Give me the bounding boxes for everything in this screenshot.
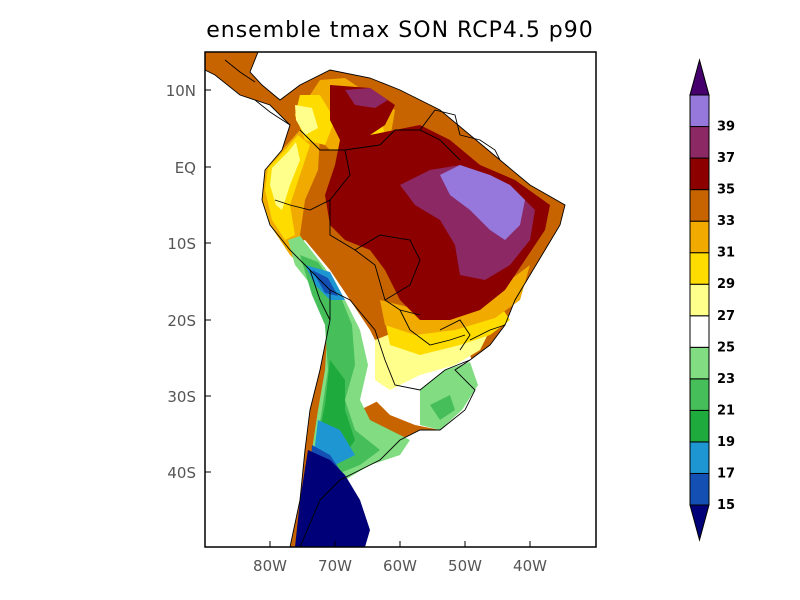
colorbar-tick-label: 31 bbox=[717, 246, 735, 261]
colorbar-band bbox=[689, 441, 710, 474]
lat-label-30s: 30S bbox=[167, 388, 196, 406]
colorbar-tick-label: 37 bbox=[717, 151, 735, 166]
colorbar-band bbox=[689, 189, 710, 222]
colorbar-tick-label: 29 bbox=[717, 277, 735, 292]
colorbar-band bbox=[689, 315, 710, 348]
lon-label-50w: 50W bbox=[448, 557, 482, 575]
pale-yellow-west-band bbox=[270, 142, 300, 210]
plata-green bbox=[430, 395, 455, 420]
northeast-lavender bbox=[440, 165, 525, 240]
colorbar-band bbox=[689, 220, 710, 254]
lon-label-60w: 60W bbox=[383, 557, 417, 575]
colorbar-band bbox=[689, 378, 710, 411]
colorbar-tick-label: 39 bbox=[717, 120, 735, 135]
lon-label-40w: 40W bbox=[513, 557, 547, 575]
colorbar-tick-label: 25 bbox=[717, 340, 735, 355]
longitude-axis: 80W 70W 60W 50W 40W bbox=[253, 541, 547, 575]
colorbar-tick-label: 21 bbox=[717, 403, 735, 418]
colorbar-tick-label: 35 bbox=[717, 183, 735, 198]
colorbar: 15 17 19 21 23 25 27 29 31 33 35 37 39 bbox=[689, 58, 735, 542]
lon-label-70w: 70W bbox=[318, 557, 352, 575]
colorbar-band bbox=[689, 157, 710, 191]
patagonia-navy bbox=[295, 450, 370, 547]
colorbar-tick-label: 33 bbox=[717, 214, 735, 229]
colorbar-band bbox=[689, 346, 710, 380]
colorbar-band bbox=[689, 409, 710, 443]
country-borders bbox=[205, 52, 566, 547]
colorbar-tick-label: 17 bbox=[717, 466, 735, 481]
lat-label-10n: 10N bbox=[166, 82, 196, 100]
lat-label-eq: EQ bbox=[175, 159, 196, 177]
colorbar-band bbox=[689, 94, 710, 128]
lat-label-40s: 40S bbox=[167, 464, 196, 482]
colorbar-tick-label: 27 bbox=[717, 309, 735, 324]
north-pale-yellow bbox=[295, 105, 318, 135]
lat-label-20s: 20S bbox=[167, 312, 196, 330]
colorbar-tick-label: 23 bbox=[717, 372, 735, 387]
colorbar-band bbox=[689, 58, 710, 96]
lon-label-80w: 80W bbox=[253, 557, 287, 575]
colorbar-band bbox=[689, 126, 710, 159]
latitude-axis: 10N EQ 10S 20S 30S 40S bbox=[166, 82, 211, 482]
andes-cyan bbox=[305, 265, 355, 480]
colorbar-band bbox=[689, 504, 710, 542]
lat-label-10s: 10S bbox=[167, 235, 196, 253]
colorbar-tick-label: 19 bbox=[717, 435, 735, 450]
colorbar-band bbox=[689, 472, 710, 506]
map-title: ensemble tmax SON RCP4.5 p90 bbox=[206, 18, 594, 43]
colorbar-band bbox=[689, 252, 710, 285]
colorbar-band bbox=[689, 283, 710, 317]
colorbar-tick-label: 15 bbox=[717, 498, 735, 513]
north-maroon bbox=[345, 88, 388, 108]
